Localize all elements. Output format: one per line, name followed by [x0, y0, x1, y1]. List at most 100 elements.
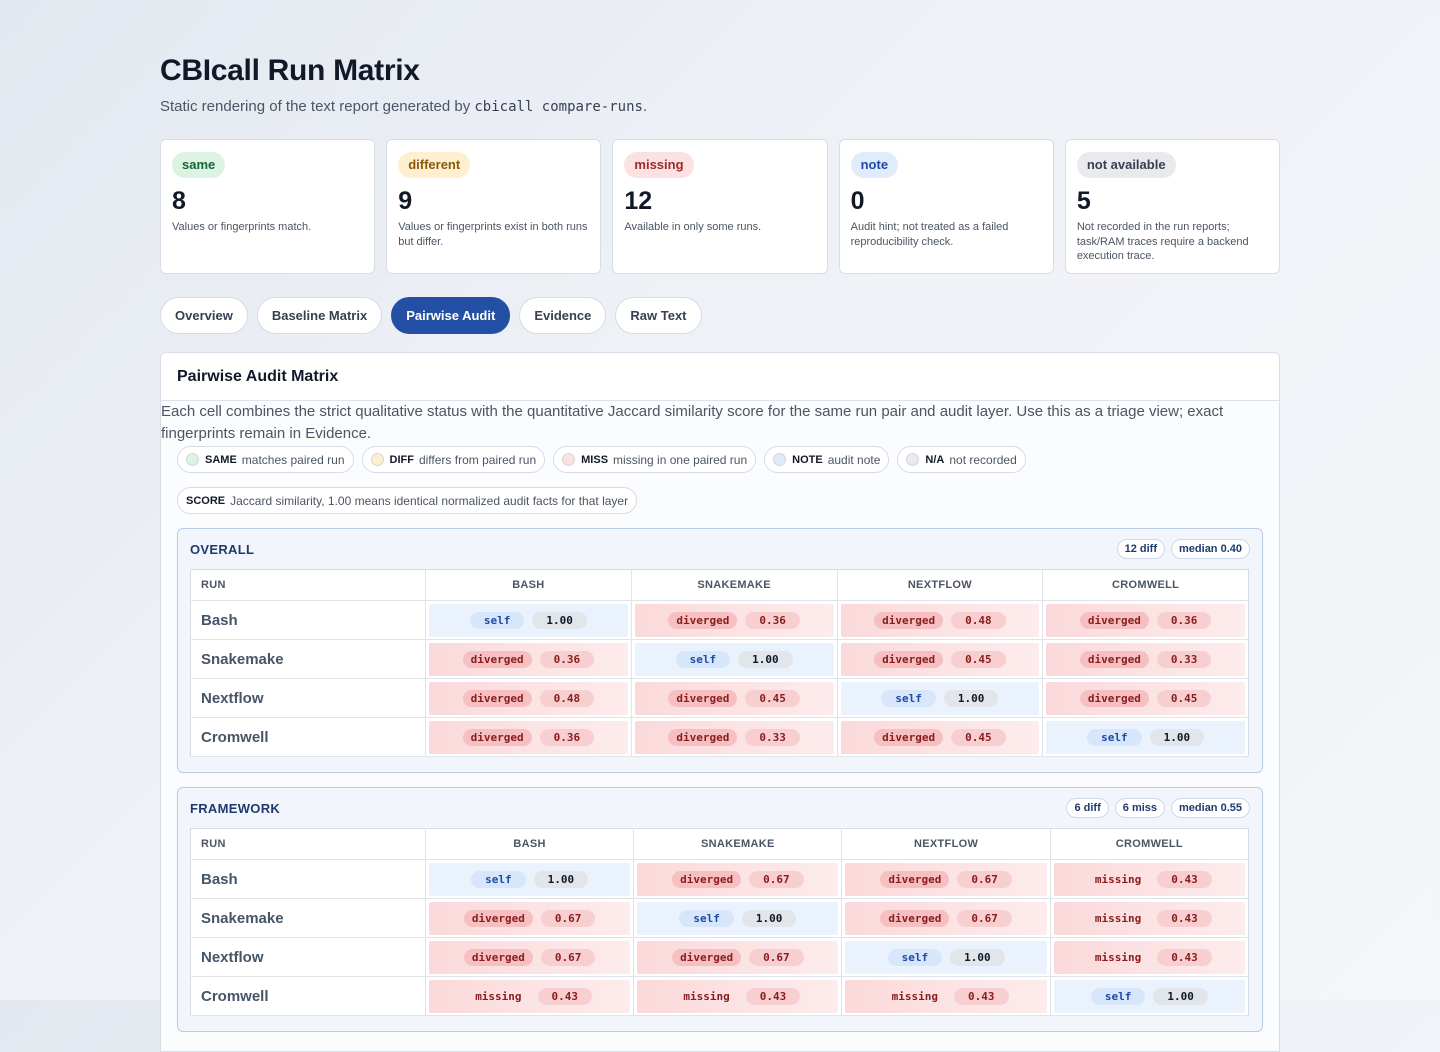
- cell-score: 0.43: [1157, 948, 1212, 966]
- cell-diverged[interactable]: diverged 0.48: [840, 603, 1040, 637]
- cell-status: diverged: [668, 611, 738, 629]
- status-badge-same: same: [172, 152, 226, 178]
- cell-diverged[interactable]: diverged 0.45: [840, 720, 1040, 754]
- cell-self[interactable]: self 1.00: [840, 681, 1040, 715]
- matrix-cell: diverged 0.67: [841, 898, 1051, 938]
- tab-evidence[interactable]: Evidence: [519, 297, 607, 334]
- cell-score: 1.00: [1153, 987, 1208, 1005]
- cell-status: missing: [1094, 872, 1142, 886]
- cell-status: diverged: [874, 650, 944, 668]
- matrix-cell: diverged 0.45: [631, 678, 838, 718]
- legend-item-miss: MISS missing in one paired run: [553, 446, 757, 473]
- cell-diverged[interactable]: diverged 0.36: [1046, 603, 1245, 637]
- cell-missing[interactable]: missing 0.43: [1053, 940, 1245, 974]
- tab-baseline-matrix[interactable]: Baseline Matrix: [256, 297, 383, 334]
- card-missing: missing 12 Available in only some runs.: [612, 139, 828, 274]
- legend-dot: [773, 453, 787, 466]
- cell-diverged[interactable]: diverged 0.48: [429, 681, 628, 715]
- matrix-cell: diverged 0.36: [425, 717, 632, 757]
- column-header: Snakemake: [631, 569, 838, 601]
- section-badges: 6 diff 6 miss median 0.55: [1066, 798, 1250, 818]
- cell-score: 0.36: [539, 728, 595, 746]
- cell-diverged[interactable]: diverged 0.67: [845, 862, 1047, 896]
- card-description: Not recorded in the run reports; task/RA…: [1076, 221, 1249, 262]
- card-description: Values or fingerprints match.: [172, 221, 312, 233]
- matrix-cell: self 1.00: [841, 937, 1051, 977]
- matrix-cell: diverged 0.67: [425, 898, 635, 938]
- cell-self[interactable]: self 1.00: [1053, 979, 1245, 1013]
- table-row: Nextflow diverged 0.67 diverged 0.67 self 1.00…: [190, 937, 1249, 977]
- cell-diverged[interactable]: diverged 0.36: [429, 642, 628, 676]
- cell-diverged[interactable]: diverged 0.36: [429, 720, 628, 754]
- table-row: Nextflow diverged 0.48 diverged 0.45 self 1.00…: [190, 678, 1249, 718]
- cell-missing[interactable]: missing 0.43: [1053, 862, 1245, 896]
- legend-key: SCORE: [186, 494, 226, 507]
- cell-diverged[interactable]: diverged 0.67: [429, 901, 631, 935]
- cell-diverged[interactable]: diverged 0.67: [845, 901, 1047, 935]
- matrix-cell: self 1.00: [837, 678, 1044, 718]
- card-description: Available in only some runs.: [624, 221, 762, 233]
- run-name: Bash: [190, 600, 426, 640]
- legend-text: Jaccard similarity, 1.00 means identical…: [230, 493, 629, 508]
- cell-diverged[interactable]: diverged 0.67: [637, 940, 839, 974]
- card-count: 0: [850, 187, 865, 215]
- audit-sections: OVERALL 12 diff median 0.40 Run Bash Snakemak…: [161, 528, 1279, 1032]
- matrix-cell: diverged 0.33: [631, 717, 838, 757]
- matrix-cell: self 1.00: [1050, 976, 1249, 1016]
- cell-self[interactable]: self 1.00: [637, 901, 839, 935]
- cell-diverged[interactable]: diverged 0.67: [429, 940, 631, 974]
- summary-badge: median 0.55: [1171, 798, 1250, 818]
- cell-status: diverged: [672, 948, 742, 966]
- cell-self[interactable]: self 1.00: [1046, 720, 1245, 754]
- cell-score: 1.00: [738, 650, 793, 668]
- page-title: CBIcall Run Matrix: [160, 54, 420, 87]
- cell-diverged[interactable]: diverged 0.67: [637, 862, 839, 896]
- cell-self[interactable]: self 1.00: [429, 603, 628, 637]
- section-badges: 12 diff median 0.40: [1116, 539, 1250, 559]
- legend-item-na: N/A not recorded: [897, 446, 1026, 473]
- panel-title: Pairwise Audit Matrix: [177, 367, 339, 385]
- matrix-cell: diverged 0.36: [1042, 600, 1249, 640]
- legend-dot: [186, 453, 199, 466]
- cell-status: diverged: [462, 728, 532, 746]
- cell-diverged[interactable]: diverged 0.45: [1046, 681, 1245, 715]
- cell-self[interactable]: self 1.00: [429, 862, 631, 896]
- cell-score: 0.36: [1156, 611, 1212, 629]
- legend-dot: [906, 453, 920, 466]
- audit-matrix-table: Run Bash Snakemake Nextflow Cromwell Bash self…: [190, 569, 1249, 757]
- cell-score: 0.67: [957, 909, 1012, 927]
- cell-score: 0.67: [957, 870, 1012, 888]
- cell-score: 0.43: [1157, 909, 1212, 927]
- cell-diverged[interactable]: diverged 0.33: [634, 720, 834, 754]
- legend-key: MISS: [581, 453, 609, 466]
- cell-missing[interactable]: missing 0.43: [637, 979, 839, 1013]
- cell-status: self: [881, 689, 936, 707]
- card-count: 5: [1076, 187, 1091, 215]
- cell-score: 1.00: [950, 948, 1005, 966]
- cell-diverged[interactable]: diverged 0.36: [634, 603, 834, 637]
- cell-status: self: [679, 909, 734, 927]
- cell-self[interactable]: self 1.00: [845, 940, 1047, 974]
- legend-dot: [562, 453, 576, 466]
- cell-score: 0.43: [745, 987, 801, 1005]
- cell-score: 0.45: [951, 728, 1006, 746]
- section-title: OVERALL: [190, 541, 255, 557]
- page-subtitle: Static rendering of the text report gene…: [160, 98, 1280, 115]
- matrix-cell: missing 0.43: [1050, 898, 1249, 938]
- matrix-cell: diverged 0.33: [1042, 639, 1249, 679]
- tab-pairwise-audit[interactable]: Pairwise Audit: [391, 297, 511, 334]
- legend-key: SAME: [205, 453, 237, 466]
- summary-badge: 6 miss: [1114, 798, 1166, 818]
- cell-diverged[interactable]: diverged 0.45: [634, 681, 834, 715]
- cell-score: 0.48: [951, 611, 1006, 629]
- tab-raw-text[interactable]: Raw Text: [615, 297, 702, 334]
- section-header: FRAMEWORK 6 diff 6 miss median 0.55: [178, 788, 1262, 828]
- cell-missing[interactable]: missing 0.43: [845, 979, 1047, 1013]
- cell-diverged[interactable]: diverged 0.33: [1046, 642, 1245, 676]
- cell-missing[interactable]: missing 0.43: [1053, 901, 1245, 935]
- tab-overview[interactable]: Overview: [160, 297, 248, 334]
- run-name: Snakemake: [190, 898, 426, 938]
- cell-missing[interactable]: missing 0.43: [429, 979, 631, 1013]
- cell-diverged[interactable]: diverged 0.45: [840, 642, 1040, 676]
- cell-self[interactable]: self 1.00: [634, 642, 834, 676]
